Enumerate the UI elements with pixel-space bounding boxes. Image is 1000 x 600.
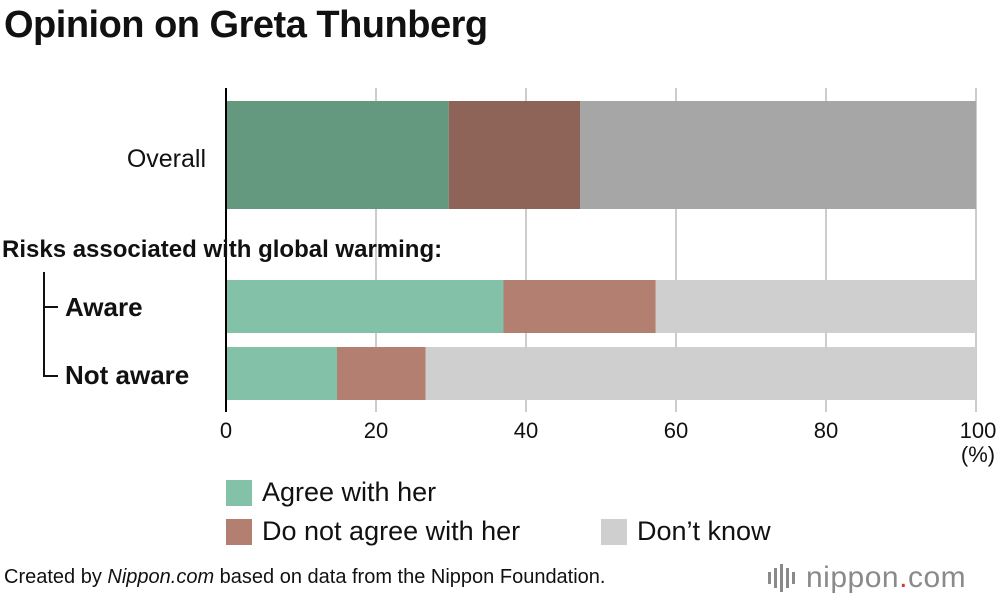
bar-agree [226,101,449,209]
chart-title: Opinion on Greta Thunberg [4,4,488,46]
legend-item-agree: Agree with her [226,477,436,508]
source-credit: Created by Nippon.com based on data from… [4,566,606,589]
legend-label-dontknow: Don’t know [637,516,771,546]
bar-disagree [503,280,656,333]
x-tick-label: 100 [960,418,997,443]
bar-chart: Overall Aware Not aware Risks associated w… [2,88,996,467]
category-label: Overall [127,145,206,173]
legend-swatch-dontknow [601,518,627,545]
credit-site: Nippon.com [107,566,215,588]
bars [226,101,976,400]
x-tick-label: 60 [664,418,688,443]
legend-label-disagree: Do not agree with her [262,516,521,546]
bar-dontknow [425,347,976,400]
bracket-line [43,272,58,377]
bar-agree [226,280,504,333]
bar-disagree [448,101,580,209]
group-label: Risks associated with global warming: [2,236,442,263]
bar-dontknow [580,101,976,209]
x-tick-label: 20 [364,418,388,443]
credit-prefix: Created by [4,566,108,588]
x-tick-label: 0 [220,418,232,443]
legend-swatch-disagree [226,518,252,545]
bars-logo-icon [768,564,798,592]
bar-agree [226,347,337,400]
legend-item-dontknow: Don’t know [601,516,771,547]
nippon-logo: nippon.com [768,560,966,596]
x-unit-label: (%) [961,442,995,467]
category-labels: Overall Aware Not aware [65,145,206,390]
logo-text: nippon.com [806,561,967,594]
category-label: Not aware [65,360,189,390]
bar-dontknow [655,280,976,333]
category-label: Aware [65,292,143,322]
x-tick-label: 40 [514,418,538,443]
legend-item-disagree: Do not agree with her [226,516,520,547]
group-bracket [43,272,58,377]
legend-label-agree: Agree with her [262,477,437,507]
x-tick-label: 80 [814,418,838,443]
x-tick-labels: 0 20 40 60 80 100 [220,418,996,443]
credit-suffix: based on data from the Nippon Foundation… [214,566,606,588]
legend-swatch-agree [226,479,252,506]
bar-disagree [337,347,426,400]
